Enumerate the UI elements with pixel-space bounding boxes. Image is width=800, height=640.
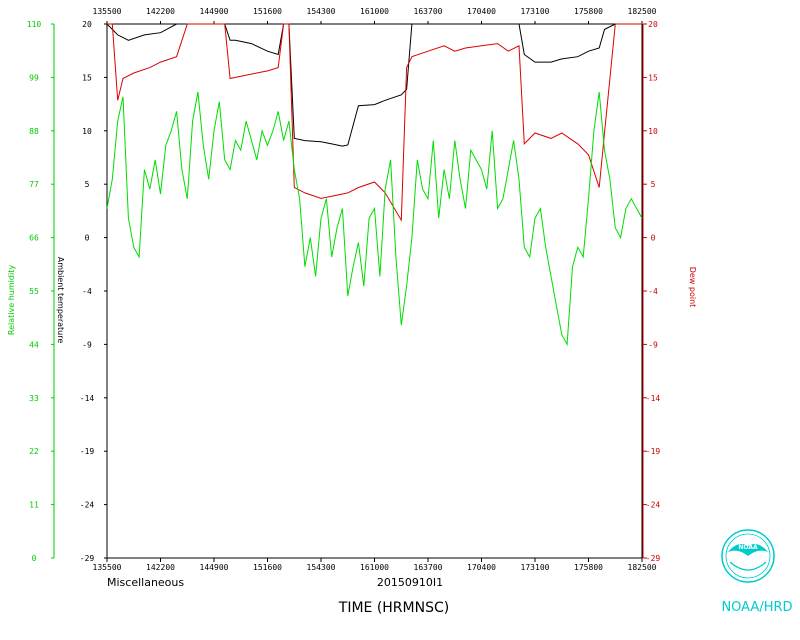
series-line-dew-point [107, 23, 642, 222]
top-x-tick-label: 173100 [521, 7, 550, 16]
rh-tick-label: 33 [29, 394, 39, 403]
temp-tick-label: -9 [82, 340, 92, 349]
rh-tick-label: 77 [29, 180, 39, 189]
x-tick-label: 144900 [200, 563, 229, 572]
left-footer-label: Miscellaneous [107, 576, 184, 589]
x-tick-label: 142200 [146, 563, 175, 572]
dew-tick-label: -19 [646, 447, 661, 456]
rh-axis-label: Relative humidity [7, 265, 16, 335]
x-axis-title: TIME (HRMNSC) [338, 600, 449, 616]
date-label: 20150910I1 [377, 576, 443, 589]
temp-tick-label: 0 [85, 234, 90, 243]
noaa-logo-icon: NOAA [721, 529, 775, 583]
top-x-tick-label: 175800 [574, 7, 603, 16]
rh-tick-label: 88 [29, 127, 39, 136]
temp-tick-label: -19 [80, 447, 95, 456]
top-x-tick-label: 142200 [146, 7, 175, 16]
top-x-tick-label: 144900 [200, 7, 229, 16]
temp-tick-label: -4 [82, 287, 92, 296]
dew-tick-label: -24 [646, 501, 661, 510]
dew-tick-label: -14 [646, 394, 661, 403]
temp-axis-label: Ambient temperature [56, 257, 65, 344]
rh-tick-label: 66 [29, 234, 39, 243]
x-tick-label: 154300 [307, 563, 336, 572]
dew-tick-label: 5 [651, 180, 656, 189]
top-x-tick-label: 154300 [307, 7, 336, 16]
dew-tick-label: 0 [651, 234, 656, 243]
top-x-tick-label: 170400 [467, 7, 496, 16]
dew-tick-label: 15 [648, 73, 658, 82]
dew-tick-label: -4 [648, 287, 658, 296]
rh-tick-label: 11 [29, 501, 39, 510]
top-x-tick-label: 161000 [360, 7, 389, 16]
x-tick-label: 182500 [628, 563, 657, 572]
x-tick-label: 170400 [467, 563, 496, 572]
dew-tick-label: 20 [648, 20, 658, 29]
x-tick-label: 161000 [360, 563, 389, 572]
temp-tick-label: 15 [82, 73, 92, 82]
dew-tick-label: -29 [646, 554, 661, 563]
series-line-ambient-temperature [106, 23, 642, 147]
rh-tick-label: 110 [27, 20, 42, 29]
x-tick-label: 175800 [574, 563, 603, 572]
x-tick-label: 135500 [93, 563, 122, 572]
dew-axis-label: Dew point [688, 267, 697, 308]
dew-tick-label: -9 [648, 340, 658, 349]
top-x-tick-label: 135500 [93, 7, 122, 16]
top-x-tick-label: 163700 [414, 7, 443, 16]
brand-label: NOAA/HRD [721, 600, 792, 615]
rh-tick-label: 55 [29, 287, 39, 296]
top-x-tick-label: 182500 [628, 7, 657, 16]
series-line-relative-humidity [106, 91, 643, 347]
x-tick-label: 151600 [253, 563, 282, 572]
tick-layer: 135500 142200 144900 151600 154300 161000 1637… [27, 7, 661, 572]
x-tick-label: 163700 [414, 563, 443, 572]
rh-tick-label: 99 [29, 73, 39, 82]
rh-tick-label: 44 [29, 340, 39, 349]
top-x-tick-label: 151600 [253, 7, 282, 16]
dew-tick-label: 10 [648, 127, 658, 136]
temp-tick-label: -14 [80, 394, 95, 403]
temp-tick-label: -29 [80, 554, 95, 563]
temp-tick-label: 10 [82, 127, 92, 136]
noaa-logo-text: NOAA [738, 544, 758, 551]
rh-tick-label: 22 [29, 447, 39, 456]
x-tick-label: 173100 [521, 563, 550, 572]
temp-tick-label: 5 [85, 180, 90, 189]
temp-tick-label: 20 [82, 20, 92, 29]
temp-tick-label: -24 [80, 501, 95, 510]
series-layer [106, 23, 643, 347]
rh-tick-label: 0 [32, 554, 37, 563]
